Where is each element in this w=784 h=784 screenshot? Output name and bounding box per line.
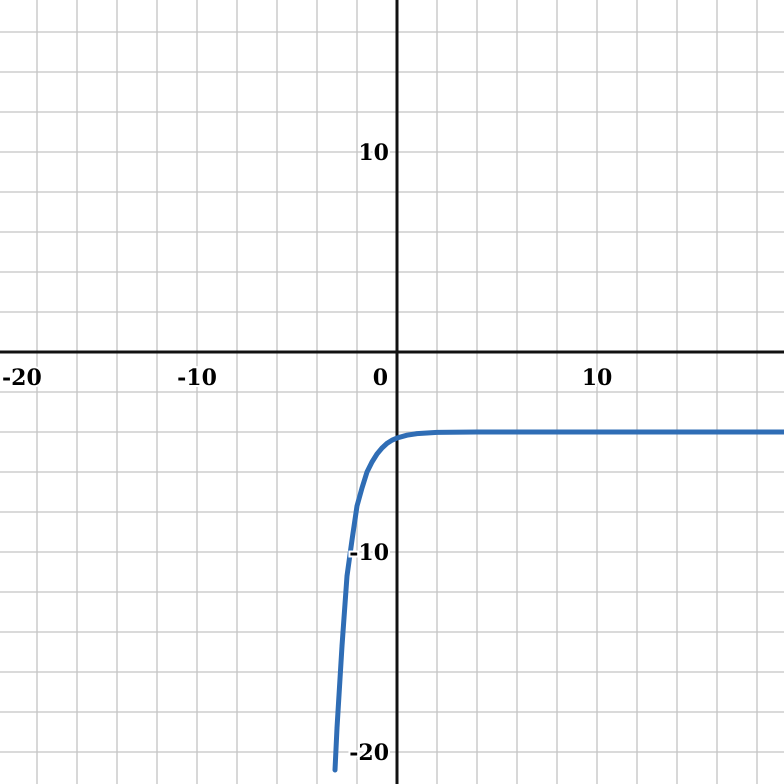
series-line-0 [332, 429, 784, 773]
x-tick-label: -20 [2, 365, 42, 391]
x-tick-label: -10 [177, 365, 217, 391]
y-tick-label: -20 [349, 740, 389, 766]
x-tick-label: 10 [582, 365, 613, 391]
x-tick-label: 0 [373, 365, 388, 391]
y-tick-label: -10 [349, 540, 389, 566]
y-tick-label: 10 [358, 140, 389, 166]
tick-labels: -20 -10 0 10 10 -10 -20 [0, 138, 614, 768]
series [332, 429, 784, 773]
